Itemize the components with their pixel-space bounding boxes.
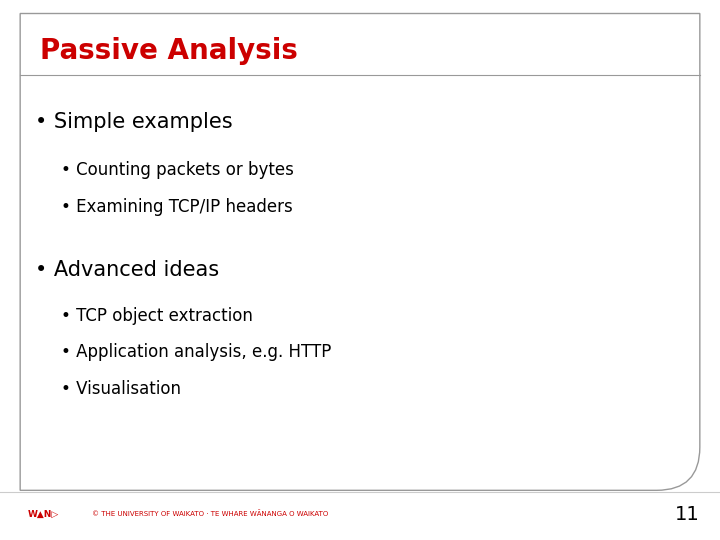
Text: • TCP object extraction: • TCP object extraction — [61, 307, 253, 325]
Text: • Visualisation: • Visualisation — [61, 380, 181, 398]
Text: • Counting packets or bytes: • Counting packets or bytes — [61, 161, 294, 179]
Text: Passive Analysis: Passive Analysis — [40, 37, 297, 65]
Text: W▲N▷: W▲N▷ — [27, 510, 58, 518]
Text: • Advanced ideas: • Advanced ideas — [35, 260, 219, 280]
Text: • Application analysis, e.g. HTTP: • Application analysis, e.g. HTTP — [61, 343, 332, 361]
Text: • Simple examples: • Simple examples — [35, 111, 232, 132]
Text: © THE UNIVERSITY OF WAIKATO · TE WHARE WĀNANGA O WAIKATO: © THE UNIVERSITY OF WAIKATO · TE WHARE W… — [92, 511, 328, 517]
Text: 11: 11 — [675, 504, 700, 524]
Text: • Examining TCP/IP headers: • Examining TCP/IP headers — [61, 198, 293, 216]
